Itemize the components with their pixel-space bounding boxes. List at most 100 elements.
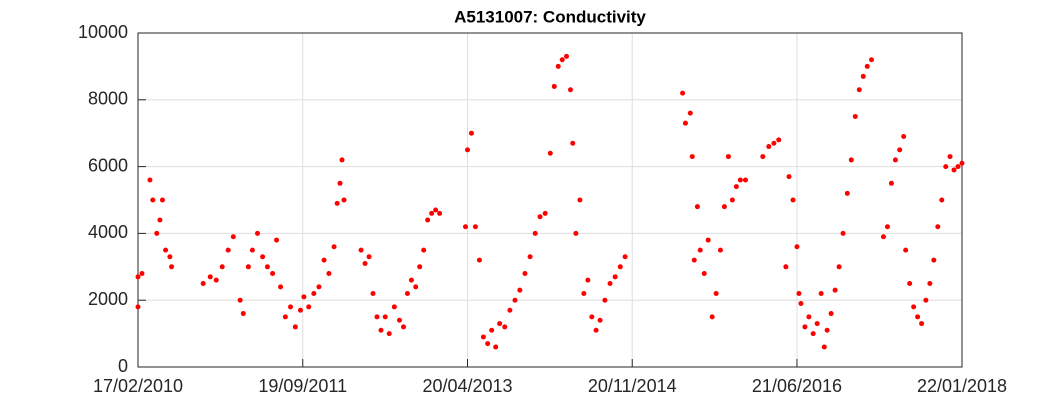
data-point [301,294,307,300]
data-point [771,140,777,146]
data-point [207,274,213,280]
data-point [421,247,427,253]
data-point [255,230,261,236]
data-point [339,157,345,163]
data-point [213,277,219,283]
data-point [547,150,553,156]
data-point [607,281,613,286]
data-point [408,277,414,283]
data-point [537,214,543,220]
data-point [864,63,870,69]
data-point [507,307,513,313]
data-point [135,304,141,310]
data-point [382,314,388,320]
data-point [581,291,587,297]
data-point [802,324,808,330]
data-point [230,234,236,240]
data-point [278,284,284,290]
data-point [396,317,402,323]
data-point [806,314,812,320]
y-tick-label: 2000 [88,289,128,309]
data-point [824,327,830,333]
data-point [493,344,499,350]
data-point [760,154,766,160]
data-point [366,254,372,260]
data-point [689,154,695,160]
data-point [943,164,949,170]
data-point [306,304,312,310]
data-point [786,174,792,180]
data-point [852,114,858,119]
data-point [691,257,697,263]
data-point [903,247,909,253]
data-point [593,327,599,333]
data-point [927,281,933,286]
data-point [245,264,251,270]
data-point [694,204,700,210]
data-point [167,254,173,260]
data-point [292,324,298,330]
data-point [468,130,474,136]
data-point [597,317,603,323]
plot-area [138,33,962,367]
y-tick-label: 8000 [88,89,128,109]
y-tick-label: 0 [118,356,128,376]
data-point [404,291,410,297]
data-point [589,314,595,320]
chart-title: A5131007: Conductivity [454,7,646,26]
data-point [814,321,820,327]
data-point [374,314,380,320]
data-point [573,230,579,236]
x-tick-label: 20/11/2014 [588,376,677,396]
data-point [559,57,565,63]
data-point [923,297,929,303]
data-point [951,167,957,173]
data-point [577,197,583,203]
data-point [783,264,789,270]
data-point [622,254,628,260]
data-point [476,257,482,263]
data-point [602,297,608,303]
data-point [159,197,165,203]
data-point [567,87,573,93]
x-tick-label: 21/06/2016 [752,376,842,396]
data-point [737,177,743,183]
x-tick-label: 22/01/2018 [917,376,1007,396]
data-point [585,277,591,283]
data-point [362,260,368,266]
data-point [776,137,782,143]
data-point [370,291,376,297]
data-point [297,307,303,313]
data-point [713,291,719,297]
data-point [935,224,941,230]
data-point [798,301,804,307]
data-point [947,154,953,160]
data-point [729,197,735,203]
data-point [955,164,961,170]
data-point [869,57,875,63]
data-point [880,234,886,240]
data-point [462,224,468,230]
data-point [725,154,731,160]
data-point [135,274,141,280]
data-point [836,264,842,270]
data-point [733,184,739,190]
data-point [163,247,169,253]
data-point [378,327,384,333]
data-point [331,244,337,250]
data-point [282,314,288,320]
data-point [429,210,435,216]
data-point [790,197,796,203]
data-point [709,314,715,320]
data-point [818,291,824,297]
data-point [848,157,854,163]
data-point [542,210,548,216]
data-point [766,144,772,150]
data-point [682,120,688,126]
data-point [517,287,523,293]
data-point [844,190,850,196]
x-tick-label: 17/02/2010 [93,376,183,396]
data-point [522,270,528,276]
data-point [249,247,255,253]
